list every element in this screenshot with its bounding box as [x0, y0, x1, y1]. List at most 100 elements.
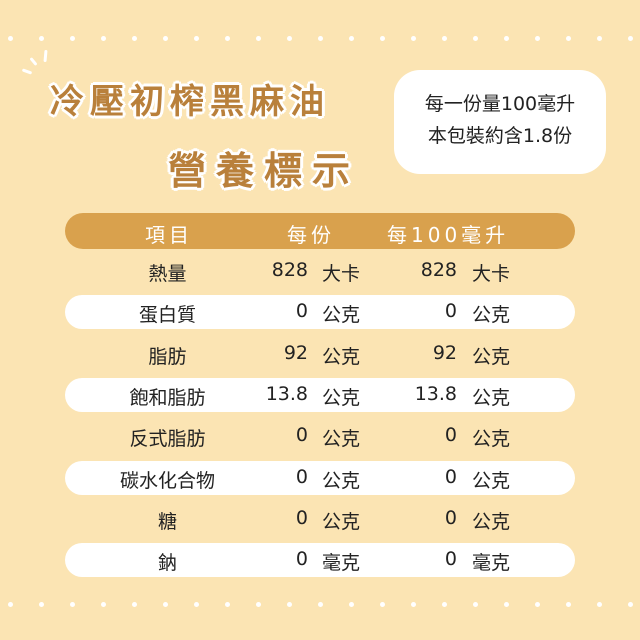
dot: [442, 36, 447, 41]
dot-border-bottom: [0, 602, 640, 608]
dot: [411, 36, 416, 41]
dot: [39, 36, 44, 41]
per-100ml-value: 0: [444, 548, 457, 571]
per-serving-value: 13.8: [265, 382, 308, 405]
dot: [566, 36, 571, 41]
dot: [70, 36, 75, 41]
table-row: 鈉 0 毫克 0 毫克: [65, 543, 575, 578]
dot: [504, 36, 509, 41]
table-header: 項目 每份 每100毫升: [65, 213, 575, 249]
dot: [380, 36, 385, 41]
nutrition-label-title: 營養標示: [168, 149, 361, 193]
dot: [535, 602, 540, 607]
per-serving-unit: 公克: [322, 428, 361, 451]
dot: [411, 602, 416, 607]
nutrient-name: 脂肪: [148, 345, 187, 368]
dot: [225, 36, 230, 41]
dot: [442, 602, 447, 607]
dot: [504, 602, 509, 607]
per-100ml-unit: 毫克: [472, 552, 511, 575]
per-100ml-unit: 大卡: [472, 263, 511, 285]
nutrient-name: 反式脂肪: [129, 428, 206, 451]
header-per-100ml: 每100毫升: [387, 223, 510, 247]
dot: [597, 36, 602, 41]
header-per-serving: 每份: [287, 223, 335, 247]
dot-border-top: [0, 36, 640, 42]
per-100ml-value: 0: [444, 506, 457, 529]
serving-size: 每一份量100毫升: [424, 93, 576, 115]
dot: [163, 602, 168, 607]
per-serving-value: 0: [295, 424, 308, 447]
dot: [256, 602, 261, 607]
per-serving-value: 0: [295, 465, 308, 488]
dot: [101, 36, 106, 41]
per-serving-unit: 公克: [322, 386, 361, 409]
nutrient-name: 飽和脂肪: [129, 386, 206, 409]
per-100ml-unit: 公克: [472, 345, 511, 368]
dot: [8, 602, 13, 607]
per-serving-unit: 公克: [322, 469, 361, 492]
dot: [287, 36, 292, 41]
sparkle-decoration: [29, 57, 38, 66]
dot: [318, 36, 323, 41]
table-row: 飽和脂肪 13.8 公克 13.8 公克: [65, 377, 575, 412]
dot: [39, 602, 44, 607]
table-row: 反式脂肪 0 公克 0 公克: [65, 419, 575, 453]
dot: [132, 602, 137, 607]
dot: [101, 602, 106, 607]
per-serving-unit: 公克: [322, 304, 361, 327]
per-100ml-value: 13.8: [414, 382, 457, 405]
per-100ml-unit: 公克: [472, 428, 511, 451]
per-100ml-value: 0: [444, 300, 457, 323]
per-100ml-value: 92: [432, 341, 457, 364]
per-serving-value: 92: [283, 341, 308, 364]
dot: [473, 602, 478, 607]
dot: [194, 602, 199, 607]
table-row: 碳水化合物 0 公克 0 公克: [65, 460, 575, 495]
per-100ml-unit: 公克: [472, 510, 511, 533]
dot: [225, 602, 230, 607]
per-100ml-value: 828: [420, 259, 457, 281]
dot: [194, 36, 199, 41]
dot: [132, 36, 137, 41]
table-row: 蛋白質 0 公克 0 公克: [65, 295, 575, 330]
header-item: 項目: [145, 223, 193, 247]
per-serving-unit: 大卡: [322, 263, 361, 285]
dot: [70, 602, 75, 607]
nutrient-name: 鈉: [157, 552, 177, 575]
dot: [349, 602, 354, 607]
per-serving-unit: 毫克: [322, 552, 361, 575]
table-row: 熱量 828 大卡 828 大卡: [65, 254, 575, 288]
dot: [628, 602, 633, 607]
table-row: 脂肪 92 公克 92 公克: [65, 337, 575, 371]
servings-per-package: 本包裝約含1.8份: [427, 125, 573, 147]
dot: [380, 602, 385, 607]
dot: [318, 602, 323, 607]
nutrient-name: 蛋白質: [138, 304, 196, 327]
dot: [349, 36, 354, 41]
dot: [473, 36, 478, 41]
dot: [597, 602, 602, 607]
sparkle-decoration: [43, 49, 48, 63]
per-100ml-value: 0: [444, 424, 457, 447]
nutrient-name: 碳水化合物: [119, 469, 215, 492]
dot: [566, 602, 571, 607]
per-100ml-unit: 公克: [472, 386, 511, 409]
per-serving-value: 0: [295, 506, 308, 529]
dot: [256, 36, 261, 41]
per-serving-unit: 公克: [322, 510, 361, 533]
per-100ml-unit: 公克: [472, 469, 511, 492]
dot: [628, 36, 633, 41]
nutrient-name: 糖: [157, 510, 177, 533]
table-row: 糖 0 公克 0 公克: [65, 502, 575, 536]
nutrient-name: 熱量: [148, 263, 187, 285]
per-100ml-value: 0: [444, 465, 457, 488]
product-title: 冷壓初榨黑麻油: [50, 82, 330, 122]
sparkle-decoration: [21, 68, 33, 75]
dot: [287, 602, 292, 607]
per-serving-value: 0: [295, 300, 308, 323]
dot: [163, 36, 168, 41]
per-serving-value: 0: [295, 548, 308, 571]
per-serving-value: 828: [271, 259, 308, 281]
dot: [535, 36, 540, 41]
